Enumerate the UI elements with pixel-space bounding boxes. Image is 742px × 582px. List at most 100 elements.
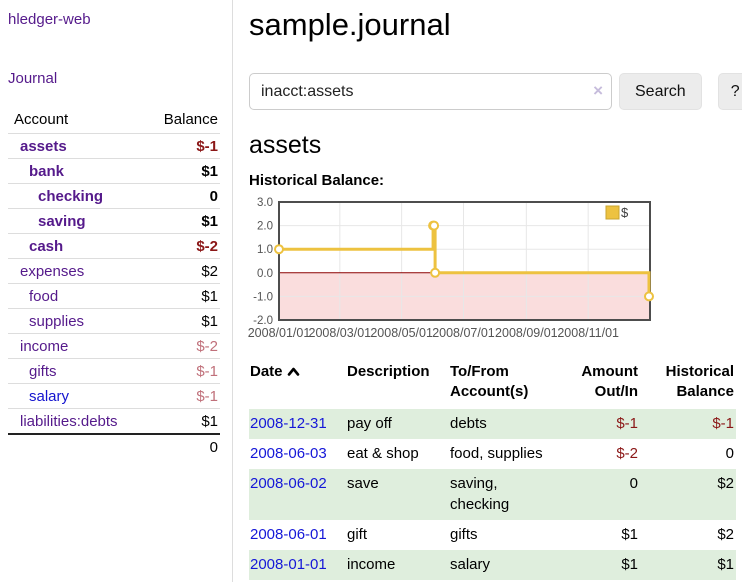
plot-border <box>278 201 651 321</box>
search-input[interactable] <box>249 73 612 110</box>
x-tick-label: 2008/07/01 <box>432 326 495 340</box>
transaction-row: 2008-06-01 gift gifts $1 $2 <box>249 520 736 550</box>
x-tick-label: 2008/11/01 <box>557 326 619 340</box>
account-balance: $1 <box>143 408 220 434</box>
account-balance: $1 <box>143 208 220 234</box>
sidebar-account-link[interactable]: food <box>29 287 59 305</box>
account-row: expenses $2 <box>8 258 220 284</box>
transaction-row: 2008-01-01 income salary $1 $1 <box>249 549 736 580</box>
sidebar-item-journal[interactable]: Journal <box>8 70 58 87</box>
transaction-row: 2008-12-31 pay off debts $-1 $-1 <box>249 408 736 439</box>
account-balance: $1 <box>143 158 220 184</box>
search-help-button[interactable]: ? <box>717 73 742 110</box>
account-row: cash $-2 <box>8 233 220 259</box>
transaction-description: save <box>347 475 379 492</box>
transaction-accounts: debts <box>450 415 487 432</box>
txn-header-description: Description <box>347 363 430 380</box>
txn-header-amount: Amount Out/In <box>581 363 638 401</box>
transaction-date-link[interactable]: 2008-01-01 <box>250 556 327 573</box>
transaction-accounts: gifts <box>450 526 478 543</box>
account-heading: assets <box>249 131 322 159</box>
transaction-row: 2008-06-03 eat & shop food, supplies $-2 0 <box>249 439 736 469</box>
sidebar-account-link[interactable]: expenses <box>20 262 85 280</box>
transaction-accounts: food, supplies <box>450 445 543 462</box>
transaction-date-link[interactable]: 2008-06-01 <box>250 526 327 543</box>
transaction-balance: $2 <box>717 526 734 543</box>
transaction-amount: $-1 <box>616 415 638 432</box>
sidebar-account-link[interactable]: income <box>20 337 69 355</box>
sidebar-account-link[interactable]: bank <box>29 162 65 180</box>
txn-header-date[interactable]: Date <box>249 360 346 409</box>
transaction-balance: $2 <box>717 475 734 492</box>
transaction-description: income <box>347 556 396 573</box>
account-row: bank $1 <box>8 158 220 184</box>
x-tick-label: 2008/05/01 <box>370 326 433 340</box>
account-row: saving $1 <box>8 208 220 234</box>
app-title-link[interactable]: hledger-web <box>8 11 91 28</box>
data-point-marker <box>429 220 440 231</box>
account-balance: $-1 <box>143 383 220 409</box>
data-point-marker <box>430 267 441 278</box>
sidebar-account-link[interactable]: supplies <box>29 312 85 330</box>
transaction-date-link[interactable]: 2008-06-03 <box>250 445 327 462</box>
y-tick-label: 2.0 <box>257 221 273 233</box>
sidebar-account-link[interactable]: checking <box>38 187 104 205</box>
transaction-description: pay off <box>347 415 392 432</box>
transaction-accounts: salary <box>450 556 491 573</box>
account-row: liabilities:debts $1 <box>8 408 220 434</box>
account-row: assets $-1 <box>8 133 220 159</box>
clear-search-icon[interactable]: × <box>593 81 603 100</box>
sidebar: hledger-web Journal Account Balance asse… <box>0 0 233 582</box>
transaction-balance: 0 <box>725 445 734 462</box>
txn-header-accounts: To/From Account(s) <box>450 363 529 401</box>
y-tick-label: 1.0 <box>257 244 273 256</box>
y-tick-label: 0.0 <box>257 268 273 280</box>
accounts-header-balance: Balance <box>163 111 218 128</box>
accounts-header-account: Account <box>14 111 69 128</box>
data-point-marker <box>643 291 654 302</box>
sidebar-account-link[interactable]: assets <box>20 137 67 155</box>
account-balance: 0 <box>143 183 220 209</box>
transaction-description: gift <box>347 526 368 543</box>
account-row: salary $-1 <box>8 383 220 409</box>
sort-ascending-icon <box>287 363 300 383</box>
account-row: supplies $1 <box>8 308 220 334</box>
account-row: gifts $-1 <box>8 358 220 384</box>
chart-title: Historical Balance: <box>249 172 385 189</box>
transaction-amount: $1 <box>621 526 638 543</box>
y-tick-label: -1.0 <box>253 291 273 303</box>
transactions-table: Date Description To/From Account(s) Amou… <box>249 360 736 580</box>
page-title: sample.journal <box>249 7 451 42</box>
historical-balance-chart: 3.0 2.0 1.0 0.0 -1.0 -2.0 2008/01/01 2008/03/01… <box>248 195 742 341</box>
accounts-table: Account Balance assets $-1 bank $1 checking 0… <box>8 107 220 459</box>
transaction-balance: $1 <box>717 556 734 573</box>
account-row: checking 0 <box>8 183 220 209</box>
sidebar-account-link[interactable]: saving <box>38 212 86 230</box>
sidebar-account-link[interactable]: salary <box>29 387 70 405</box>
sidebar-account-link[interactable]: liabilities:debts <box>20 412 118 430</box>
accounts-total-row: 0 <box>8 433 220 459</box>
search-form: × Search ? <box>249 73 742 110</box>
y-tick-label: 3.0 <box>257 197 273 209</box>
sidebar-account-link[interactable]: cash <box>29 237 64 255</box>
main-content: sample.journal × Search ? assets Histori… <box>233 0 742 582</box>
transaction-description: eat & shop <box>347 445 419 462</box>
y-tick-label: -2.0 <box>253 315 273 327</box>
transaction-date-link[interactable]: 2008-12-31 <box>250 415 327 432</box>
legend-swatch <box>605 205 620 220</box>
account-row: income $-2 <box>8 333 220 359</box>
account-row: food $1 <box>8 283 220 309</box>
account-balance: $-2 <box>143 333 220 359</box>
legend-label: $ <box>621 205 629 220</box>
transaction-balance: $-1 <box>712 415 734 432</box>
transaction-date-link[interactable]: 2008-06-02 <box>250 475 327 492</box>
accounts-total-value: 0 <box>143 433 220 459</box>
search-button[interactable]: Search <box>619 73 702 110</box>
sidebar-account-link[interactable]: gifts <box>29 362 57 380</box>
x-tick-label: 2008/01/01 <box>248 326 311 340</box>
account-balance: $-1 <box>143 133 220 159</box>
x-tick-label: 2008/03/01 <box>309 326 372 340</box>
transaction-amount: $-2 <box>616 445 638 462</box>
transaction-amount: $1 <box>621 556 638 573</box>
account-balance: $-2 <box>143 233 220 259</box>
